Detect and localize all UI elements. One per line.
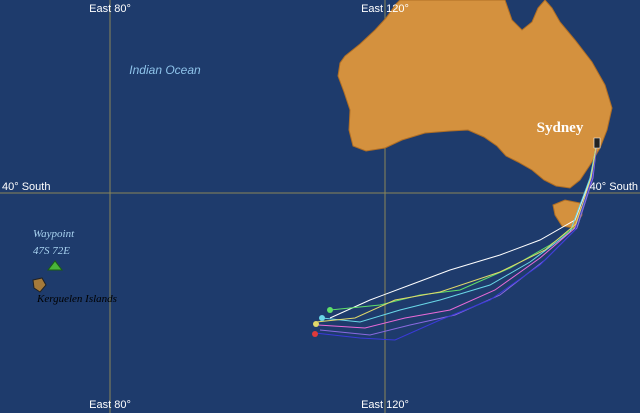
meridian-label: East 120°: [361, 3, 409, 15]
track: [315, 142, 598, 323]
meridian-label: East 80°: [89, 3, 131, 15]
start-dot: [312, 331, 318, 337]
waypoint-coords: 47S 72E: [33, 245, 70, 257]
track: [319, 142, 598, 336]
meridian-label: East 80°: [89, 399, 131, 411]
track: [314, 142, 598, 341]
city-label: Sydney: [537, 120, 584, 136]
start-dot: [313, 321, 319, 327]
start-dot: [327, 307, 333, 313]
track: [329, 142, 598, 319]
start-dot: [319, 315, 325, 321]
ocean-label: Indian Ocean: [129, 63, 201, 77]
parallel-label: 40° South: [2, 181, 50, 193]
tracks: [314, 142, 598, 341]
islands-label: Kerguelen Islands: [36, 293, 117, 305]
waypoint-marker: [46, 260, 64, 271]
australia: [337, 0, 613, 189]
track: [321, 142, 598, 323]
sydney-marker: [593, 137, 601, 149]
parallel-label: 40° South: [590, 181, 638, 193]
kerguelen: [32, 277, 47, 293]
waypoint-label: Waypoint: [33, 228, 75, 240]
meridian-label: East 120°: [361, 399, 409, 411]
track-starts: [312, 307, 333, 337]
